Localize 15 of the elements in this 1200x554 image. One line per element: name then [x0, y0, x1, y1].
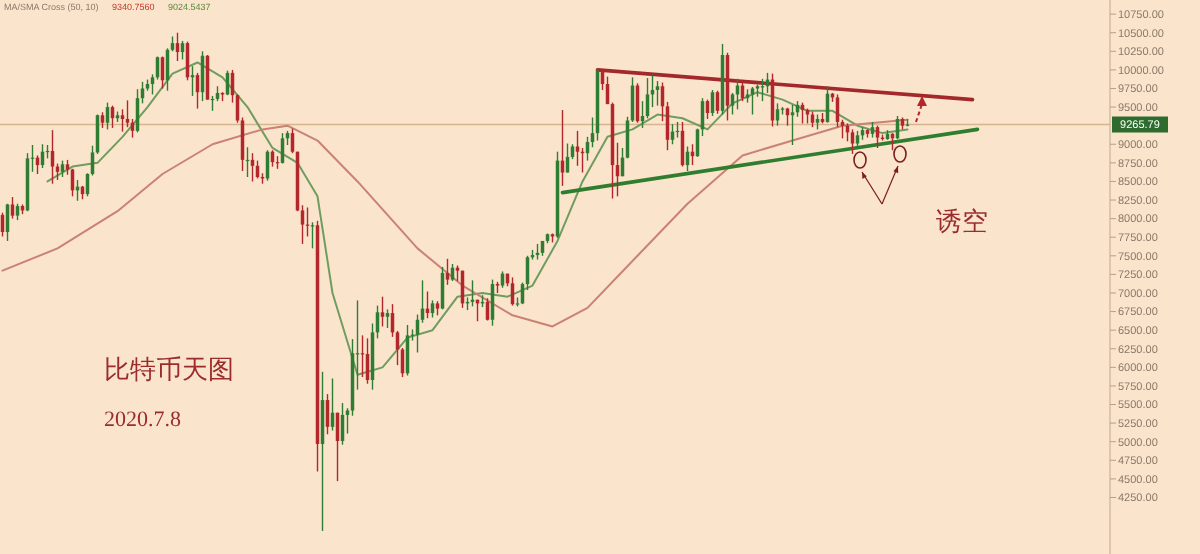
text: 2020.7.8: [104, 408, 182, 432]
annotation: 诱空: [936, 208, 988, 238]
line-series: [1, 118, 909, 328]
text: 比特币天图: [104, 356, 234, 386]
candlestick: [575, 130, 580, 167]
candlestick: [850, 128, 855, 155]
candlestick: [655, 80, 660, 107]
candlestick: [380, 296, 385, 328]
candlestick: [385, 308, 390, 329]
candlestick: [310, 221, 315, 250]
candlestick: [445, 258, 450, 286]
candlestick: [875, 124, 880, 149]
candlestick: [120, 108, 125, 133]
candlestick: [790, 104, 795, 146]
candlestick: [10, 196, 15, 220]
